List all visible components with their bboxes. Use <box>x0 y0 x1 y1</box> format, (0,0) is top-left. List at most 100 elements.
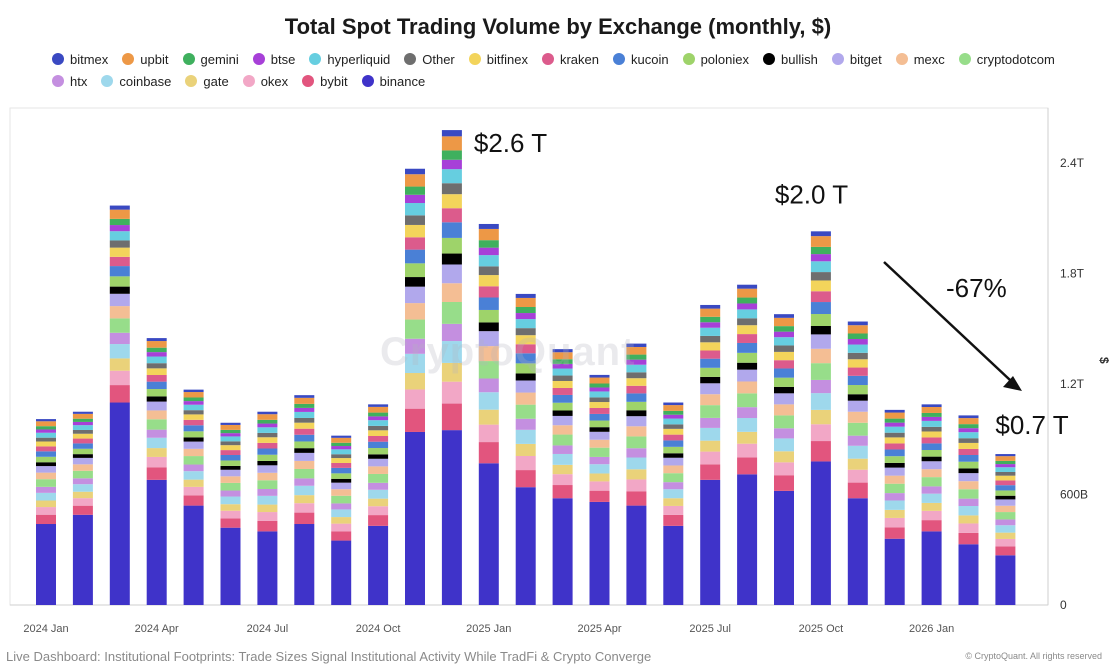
bar-segment-kraken <box>405 237 425 250</box>
bar-segment-bitfinex <box>220 445 241 451</box>
legend-item-binance[interactable]: binance <box>361 72 425 90</box>
bar-segment-bitget <box>810 334 831 349</box>
legend-label: poloniex <box>700 51 750 67</box>
legend-item-okex[interactable]: okex <box>242 72 288 90</box>
bar-segment-coinbase <box>72 484 93 492</box>
bar-segment-okex <box>146 456 167 468</box>
bar-segment-btse <box>958 428 979 433</box>
legend-item-kraken[interactable]: kraken <box>541 50 599 68</box>
bar-segment-okex <box>663 505 684 515</box>
legend-item-poloniex[interactable]: poloniex <box>682 50 750 68</box>
bar-segment-cryptodotcom <box>331 495 352 504</box>
legend-swatch <box>468 53 481 65</box>
bar-segment-kucoin <box>478 297 499 310</box>
bar-segment-binance <box>36 524 56 605</box>
bar-segment-cryptodotcom <box>737 393 758 408</box>
bar-segment-binance <box>109 402 130 605</box>
bar-segment-btse <box>626 359 647 365</box>
legend-item-gate[interactable]: gate <box>185 72 229 90</box>
legend-item-bitmex[interactable]: bitmex <box>52 50 108 68</box>
bar-segment-kucoin <box>146 381 167 390</box>
bar-segment-other <box>109 240 130 248</box>
bar-segment-poloniex <box>995 490 1016 496</box>
bar-segment-gemini <box>257 419 278 424</box>
bar-segment-mexc <box>183 448 204 457</box>
bar-segment-gemini <box>958 424 979 429</box>
bar-segment-kucoin <box>220 455 241 461</box>
bar-segment-upbit <box>257 414 278 420</box>
bar-segment-gate <box>884 509 905 518</box>
bar-segment-btse <box>737 303 758 310</box>
legend-item-bybit[interactable]: bybit <box>302 72 348 90</box>
bar-segment-other <box>72 429 93 434</box>
bar-segment-bybit <box>146 467 167 480</box>
bar-segment-bullish <box>774 386 794 394</box>
bar-segment-bybit <box>515 470 536 488</box>
legend-swatch <box>958 53 971 65</box>
legend-item-bitfinex[interactable]: bitfinex <box>468 50 528 68</box>
bar-segment-other <box>774 345 794 352</box>
bar-segment-cryptodotcom <box>109 318 130 333</box>
trend-arrow-head <box>1003 376 1022 391</box>
legend-item-mexc[interactable]: mexc <box>895 50 945 68</box>
bar-segment-bitget <box>700 383 721 395</box>
legend-swatch <box>252 53 265 65</box>
bar-segment-binance <box>774 490 794 605</box>
legend-swatch <box>182 53 195 65</box>
bar-segment-kucoin <box>405 249 425 264</box>
bar-segment-bitfinex <box>774 351 794 361</box>
bar-segment-kucoin <box>552 394 573 403</box>
bar-segment-cryptodotcom <box>810 363 831 380</box>
bar-segment-kraken <box>847 367 868 376</box>
legend-item-other[interactable]: Other <box>404 50 455 68</box>
bar-segment-mexc <box>700 394 721 406</box>
bar-segment-okex <box>183 486 204 496</box>
bar-segment-htx <box>552 445 573 454</box>
bar-segment-okex <box>589 481 610 491</box>
bar-segment-binance <box>183 505 204 605</box>
bar-segment-mexc <box>146 410 167 420</box>
bar-segment-kraken <box>737 334 758 343</box>
legend-item-bitget[interactable]: bitget <box>831 50 882 68</box>
bar-segment-gemini <box>552 359 573 364</box>
y-tick-label: 2.4T <box>1060 156 1085 170</box>
legend-item-upbit[interactable]: upbit <box>122 50 169 68</box>
bar-segment-coinbase <box>368 489 389 499</box>
bar-segment-binance <box>995 555 1016 605</box>
bar-segment-coinbase <box>441 341 462 363</box>
bar-segment-binance <box>72 514 93 605</box>
legend-item-hyperliquid[interactable]: hyperliquid <box>309 50 390 68</box>
bar-segment-bitfinex <box>257 437 278 443</box>
bar-segment-hyperliquid <box>774 337 794 346</box>
bar-segment-bullish <box>183 437 204 442</box>
legend-label: kucoin <box>631 51 669 67</box>
bar-segment-okex <box>737 443 758 458</box>
bar-segment-gemini <box>810 246 831 255</box>
bar-segment-bitget <box>589 431 610 440</box>
bar-segment-htx <box>589 456 610 465</box>
legend-item-btse[interactable]: btse <box>252 50 295 68</box>
bar-segment-gemini <box>995 460 1016 465</box>
bar-segment-gemini <box>294 403 315 408</box>
bar-segment-htx <box>958 498 979 507</box>
bar-segment-btse <box>921 416 942 421</box>
legend-item-gemini[interactable]: gemini <box>182 50 239 68</box>
legend-item-kucoin[interactable]: kucoin <box>613 50 669 68</box>
bar-segment-cryptodotcom <box>257 480 278 489</box>
bar-segment-hyperliquid <box>183 404 204 411</box>
bar-segment-upbit <box>109 209 130 219</box>
bar-segment-gate <box>257 504 278 513</box>
legend-item-htx[interactable]: htx <box>52 72 87 90</box>
legend-item-coinbase[interactable]: coinbase <box>101 72 171 90</box>
bar-segment-cryptodotcom <box>220 482 241 491</box>
legend-item-cryptodotcom[interactable]: cryptodotcom <box>958 50 1055 68</box>
bar-segment-okex <box>368 506 389 516</box>
legend-item-bullish[interactable]: bullish <box>763 50 818 68</box>
bar-segment-poloniex <box>220 460 241 466</box>
bar-segment-other <box>257 432 278 438</box>
bar-segment-cryptodotcom <box>552 434 573 446</box>
legend-label: coinbase <box>119 73 172 89</box>
bar-segment-bybit <box>405 408 425 432</box>
bar-segment-mexc <box>737 381 758 394</box>
bar-segment-htx <box>36 486 56 493</box>
